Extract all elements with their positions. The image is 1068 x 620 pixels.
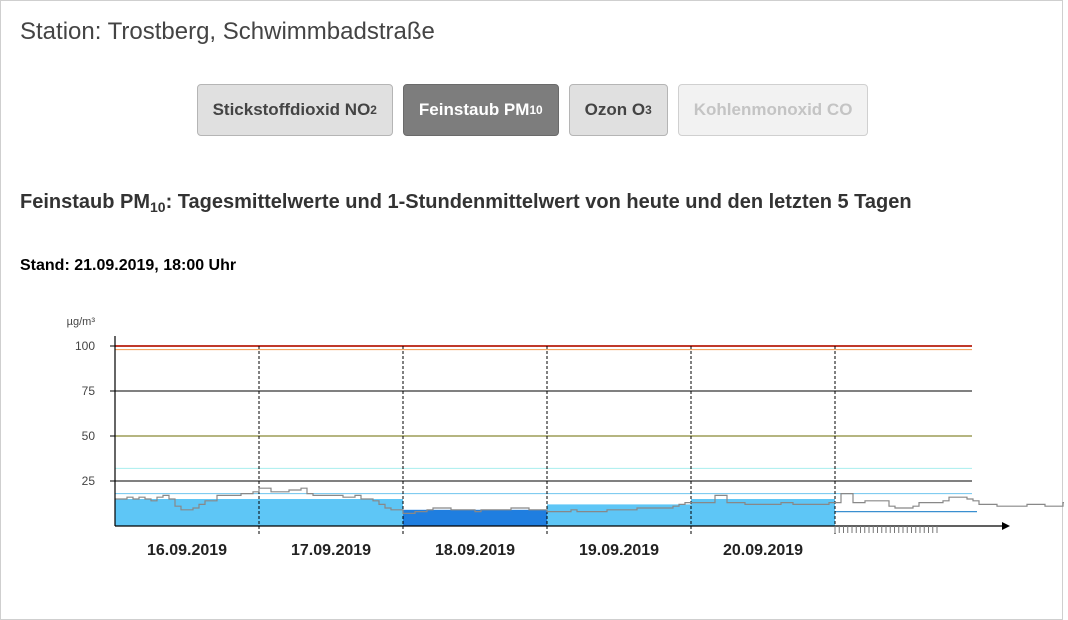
tab-no2[interactable]: Stickstoffdioxid NO 2 xyxy=(196,84,393,136)
day-label: 19.09.2019 xyxy=(579,542,659,559)
daily-mean-bar xyxy=(547,504,691,526)
tab-label: Ozon O xyxy=(584,100,646,119)
pm10-chart: 25 50 75 100 µg/m³ 16.09.2019 17.09.2019 18.09.… xyxy=(67,316,1064,559)
y-tick-label: 75 xyxy=(82,384,96,398)
tab-label: Stickstoffdioxid NO xyxy=(212,100,371,119)
pollutant-tabs: Stickstoffdioxid NO 2 Feinstaub PM 10 Ozon… xyxy=(1,84,1064,136)
daily-mean-bar xyxy=(403,509,547,526)
hourly-series-line xyxy=(115,487,1064,514)
tab-co: Kohlenmonoxid CO xyxy=(677,84,869,136)
daily-mean-bar xyxy=(115,499,259,526)
tab-label: Feinstaub PM xyxy=(418,100,530,119)
heading-suffix: : Tagesmittelwerte und 1-Stundenmittelwe… xyxy=(165,191,912,213)
chart-heading: Feinstaub PM10: Tagesmittelwerte und 1-S… xyxy=(20,189,1010,215)
day-label: 16.09.2019 xyxy=(147,542,227,559)
stand-timestamp: Stand: 21.09.2019, 18:00 Uhr xyxy=(20,257,237,274)
y-unit-label: µg/m³ xyxy=(67,316,96,328)
daily-mean-bar xyxy=(691,499,835,526)
tab-label: Kohlenmonoxid CO xyxy=(693,100,853,119)
x-axis-arrow xyxy=(1002,522,1010,530)
y-tick-label: 50 xyxy=(82,429,96,443)
station-title: Station: Trostberg, Schwimmbadstraße xyxy=(20,18,435,45)
heading-prefix: Feinstaub PM xyxy=(20,191,151,213)
day-label: 20.09.2019 xyxy=(723,542,803,559)
tab-pm10[interactable]: Feinstaub PM 10 xyxy=(402,84,559,136)
heading-subscript: 10 xyxy=(150,199,166,215)
daily-mean-bar xyxy=(259,499,403,526)
y-tick-label: 100 xyxy=(75,339,95,353)
y-tick-label: 25 xyxy=(82,474,96,488)
day-label: 18.09.2019 xyxy=(435,542,515,559)
day-label: 17.09.2019 xyxy=(291,542,371,559)
